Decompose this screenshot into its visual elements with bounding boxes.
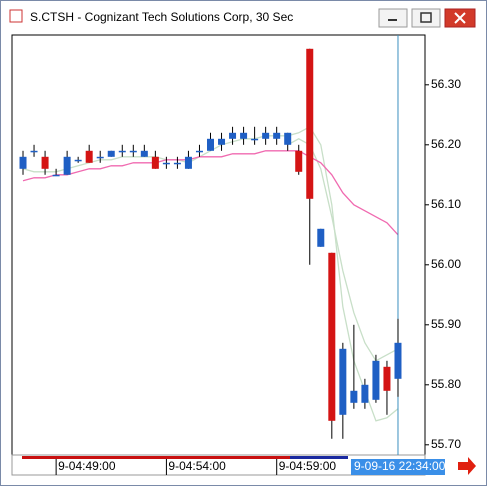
candle-body xyxy=(140,150,148,157)
moving-average xyxy=(287,138,399,362)
candle-body xyxy=(151,156,159,169)
candle-body xyxy=(30,150,38,153)
y-tick-label: 55.90 xyxy=(431,317,461,331)
minimize-button[interactable] xyxy=(378,8,408,28)
maximize-button[interactable] xyxy=(411,8,441,28)
candle-body xyxy=(118,150,126,153)
candle-body xyxy=(361,384,369,403)
candle-body xyxy=(162,162,170,165)
candle-body xyxy=(173,162,181,165)
moving-average xyxy=(22,150,399,236)
scroll-arrow[interactable] xyxy=(458,457,476,475)
y-tick-label: 55.80 xyxy=(431,377,461,391)
candle-body xyxy=(372,360,380,400)
candle-body xyxy=(251,138,259,141)
candle-body xyxy=(184,156,192,169)
candle-body xyxy=(107,150,115,157)
candle-body xyxy=(63,156,71,175)
cursor-label: 9-09-16 22:34:00 xyxy=(354,459,446,473)
candle-body xyxy=(295,150,303,172)
close-icon xyxy=(454,12,466,24)
y-tick-label: 56.30 xyxy=(431,77,461,91)
plot-area xyxy=(11,34,426,456)
candle-body xyxy=(85,150,93,163)
y-tick-label: 55.70 xyxy=(431,437,461,451)
session-strip xyxy=(290,456,348,459)
session-strip xyxy=(22,456,290,459)
candle-body xyxy=(306,48,314,199)
candle-body xyxy=(74,159,82,162)
y-tick-label: 56.20 xyxy=(431,137,461,151)
candle-body xyxy=(317,228,325,247)
candle-body xyxy=(41,156,49,169)
candle-body xyxy=(328,252,336,421)
candle-body xyxy=(218,138,226,145)
chart-title: S.CTSH - Cognizant Tech Solutions Corp, … xyxy=(30,10,293,24)
candle-body xyxy=(284,132,292,145)
x-tick-label: 9-04:59:00 xyxy=(279,459,337,473)
candle-body xyxy=(339,348,347,415)
candle-body xyxy=(52,174,60,177)
candle-body xyxy=(207,138,214,151)
candle-body xyxy=(19,156,27,169)
candle-body xyxy=(240,132,248,139)
maximize-icon xyxy=(420,12,432,23)
candle-body xyxy=(350,390,358,403)
candle-body xyxy=(195,150,203,153)
x-tick-label: 9-04:54:00 xyxy=(168,459,226,473)
candle-body xyxy=(129,150,137,153)
x-tick-label: 9-04:49:00 xyxy=(58,459,116,473)
y-tick-label: 56.10 xyxy=(431,197,461,211)
app-icon xyxy=(9,9,23,23)
candle-body xyxy=(96,156,104,159)
candle-body xyxy=(262,132,270,139)
candle-body xyxy=(229,132,237,139)
candle-body xyxy=(273,132,281,139)
cursor-label-bg xyxy=(350,459,445,475)
candle-body xyxy=(383,366,391,391)
candle-body xyxy=(394,342,402,379)
y-tick-label: 56.00 xyxy=(431,257,461,271)
